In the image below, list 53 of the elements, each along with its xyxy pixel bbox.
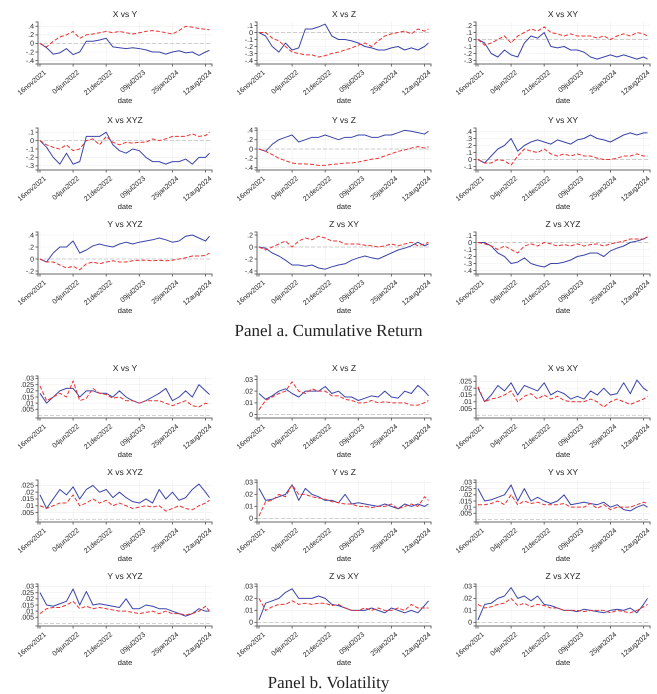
- line-series: [477, 380, 648, 402]
- line-series: [258, 598, 430, 611]
- chart-title: Y vs Z: [332, 115, 356, 125]
- line-series: [39, 494, 210, 512]
- chart-title: Y vs XY: [548, 467, 578, 477]
- line-series: [39, 588, 210, 617]
- chart-title: X vs XY: [548, 9, 578, 19]
- line-series: [258, 484, 430, 516]
- chart-title: Y vs XY: [548, 115, 578, 125]
- text: Panel a. Cumulative Return: [234, 321, 423, 340]
- line-series: [258, 236, 430, 250]
- line-series: [258, 242, 430, 270]
- chart-title: X vs XYZ: [107, 467, 143, 477]
- line-series: [477, 587, 648, 620]
- chart-title: X vs Y: [112, 363, 138, 373]
- line-series: [477, 32, 648, 60]
- line-series: [477, 148, 648, 166]
- chart-title: Z vs XYZ: [546, 571, 580, 581]
- line-series: [258, 588, 430, 620]
- line-series: [477, 26, 648, 46]
- line-series: [39, 38, 210, 56]
- chart-title: X vs Z: [332, 363, 356, 373]
- chart-title: Z vs XY: [329, 219, 360, 229]
- chart-title: X vs XYZ: [107, 115, 143, 125]
- line-series: [39, 384, 210, 404]
- chart-title: Z vs XY: [329, 571, 360, 581]
- line-series: [39, 600, 210, 616]
- line-series: [258, 28, 430, 58]
- chart-title: X vs XY: [548, 363, 578, 373]
- line-series: [39, 484, 210, 509]
- chart-title: X vs Z: [332, 9, 356, 19]
- line-series: [477, 494, 648, 510]
- line-series: [258, 381, 430, 410]
- line-series: [477, 386, 648, 408]
- line-series: [39, 26, 210, 48]
- line-series: [477, 236, 648, 268]
- line-series: [258, 146, 430, 166]
- line-series: [39, 132, 210, 165]
- chart-title: Y vs Z: [332, 467, 356, 477]
- text: Panel b. Volatility: [268, 673, 390, 692]
- chart-title: Y vs XYZ: [107, 219, 143, 229]
- chart-title: Z vs XYZ: [546, 219, 580, 229]
- line-series: [39, 132, 210, 152]
- line-series: [477, 598, 648, 614]
- line-series: [258, 24, 430, 53]
- line-series: [477, 236, 648, 254]
- line-series: [258, 384, 430, 401]
- line-series: [39, 252, 210, 270]
- line-series: [39, 380, 210, 408]
- chart-title: Y vs XYZ: [107, 571, 143, 581]
- line-series: [477, 484, 648, 512]
- chart-title: X vs Y: [112, 9, 138, 19]
- line-series: [258, 484, 430, 510]
